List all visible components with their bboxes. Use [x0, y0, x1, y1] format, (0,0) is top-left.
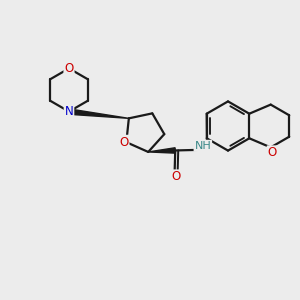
Text: NH: NH	[194, 141, 211, 151]
Text: O: O	[268, 146, 277, 159]
Polygon shape	[148, 148, 175, 153]
Text: O: O	[172, 170, 181, 183]
Text: N: N	[64, 105, 74, 118]
Text: O: O	[119, 136, 129, 149]
Polygon shape	[69, 109, 129, 118]
Text: O: O	[64, 62, 74, 75]
